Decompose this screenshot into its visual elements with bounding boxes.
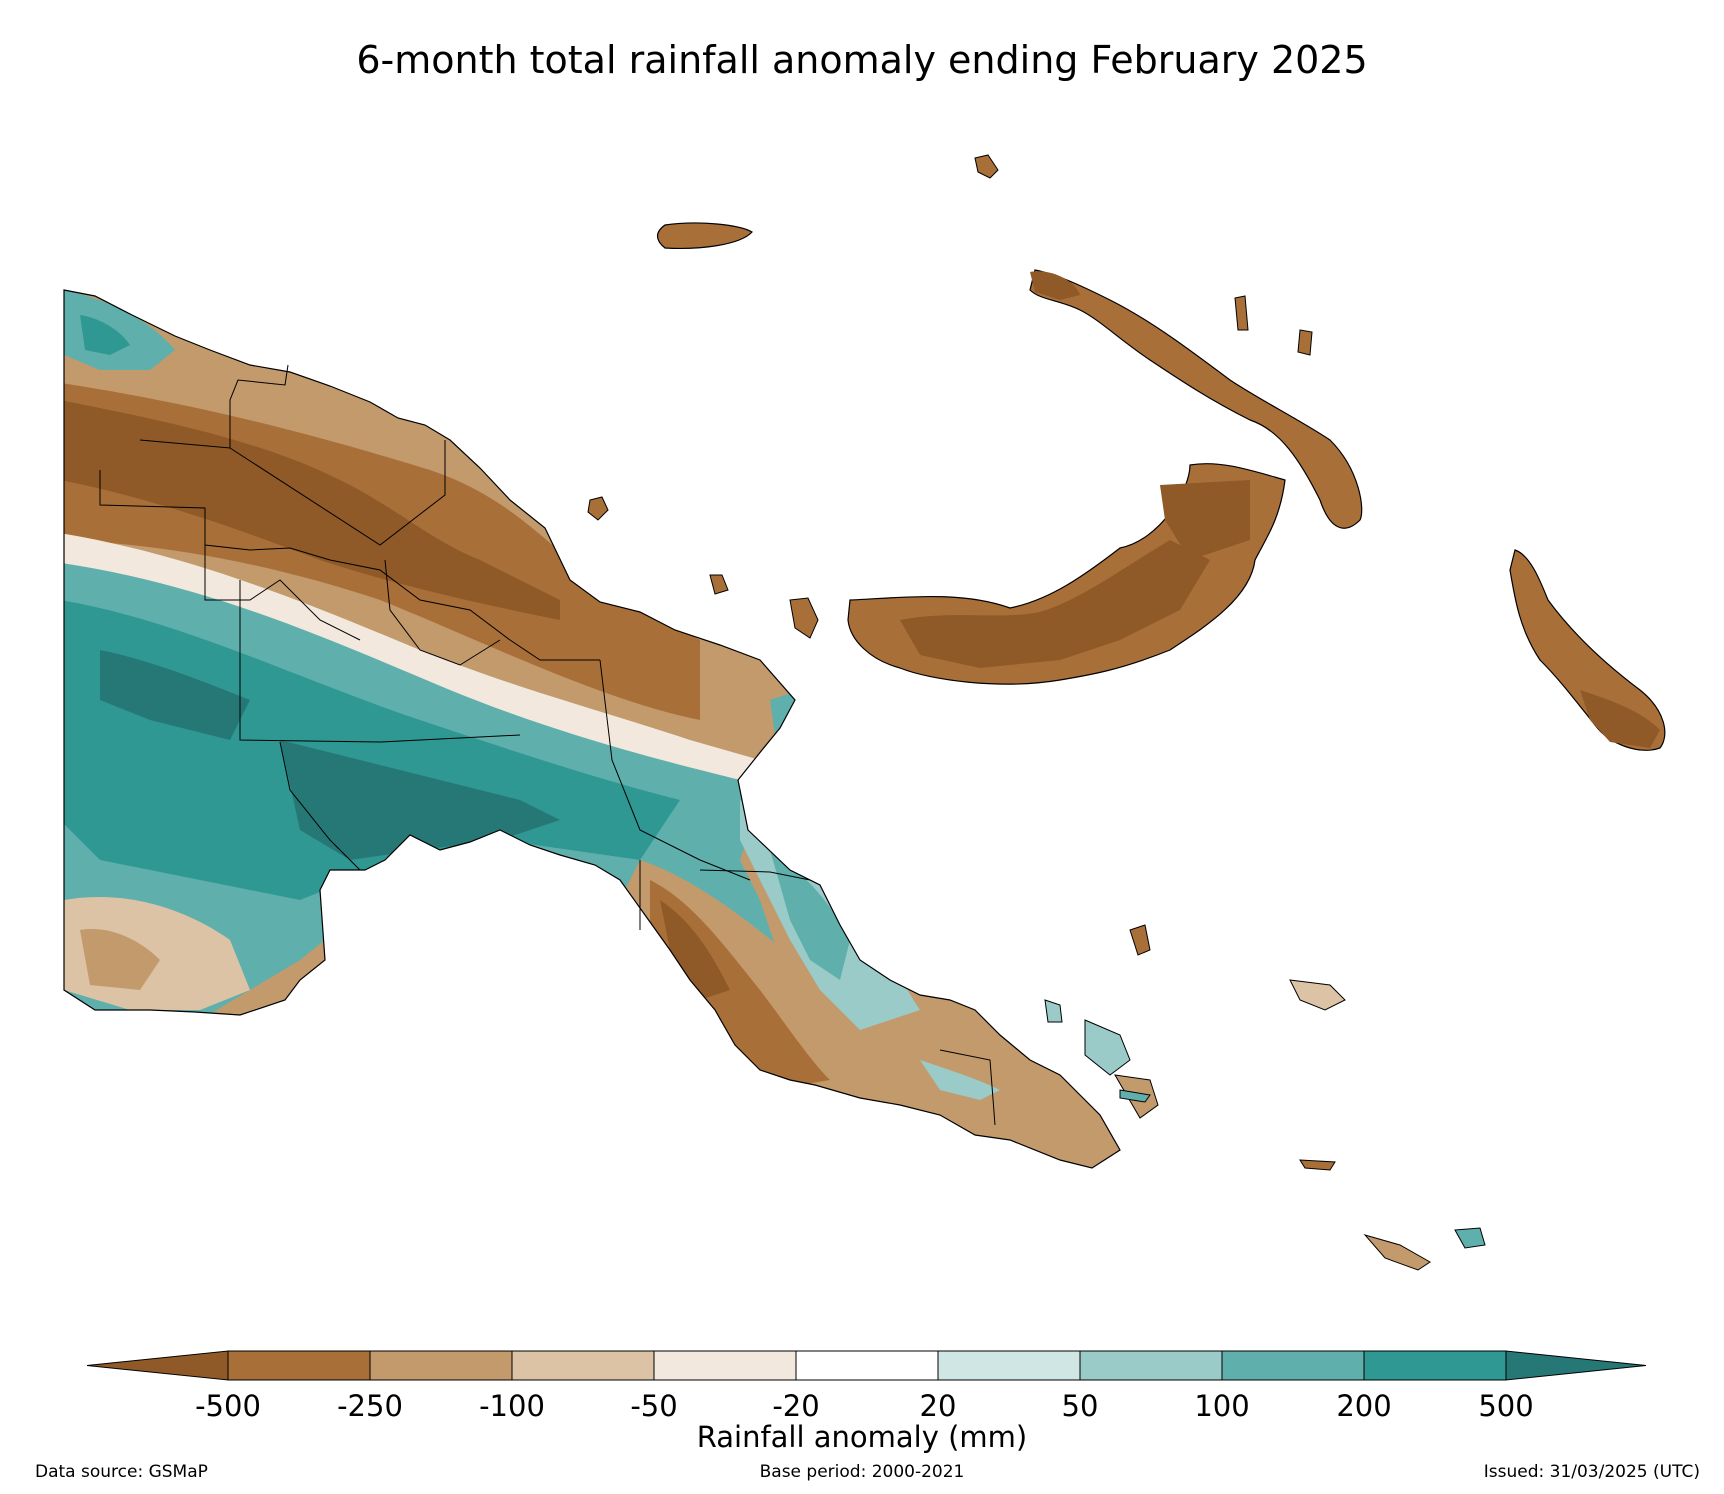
- map-title: 6-month total rainfall anomaly ending Fe…: [356, 38, 1368, 82]
- data-source-note: Data source: GSMaP: [35, 1462, 208, 1482]
- colorbar-segment: [1363, 1350, 1507, 1381]
- colorbar-segment: [795, 1350, 939, 1381]
- issued-date-note: Issued: 31/03/2025 (UTC): [1483, 1462, 1700, 1482]
- small-islands: [587, 154, 1486, 1271]
- colorbar-tick-label: -20: [772, 1389, 820, 1423]
- colorbar-extend-low: [86, 1350, 229, 1381]
- colorbar-segment: [937, 1350, 1081, 1381]
- colorbar-tick-label: -50: [630, 1389, 678, 1423]
- mainland-anomaly-field: [64, 290, 1120, 1168]
- colorbar-label: Rainfall anomaly (mm): [696, 1420, 1028, 1454]
- colorbar-segment: [227, 1350, 371, 1381]
- province-borders: [99, 364, 996, 1126]
- manus-island: [656, 222, 753, 249]
- colorbar-segment: [1221, 1350, 1365, 1381]
- colorbar-segment: [653, 1350, 797, 1381]
- bougainville-island: [1509, 549, 1666, 751]
- colorbar-tick-label: 100: [1194, 1389, 1250, 1423]
- colorbar-tick-label: 200: [1336, 1389, 1392, 1423]
- colorbar-extend-high: [1505, 1350, 1647, 1381]
- colorbar-tick-label: -250: [337, 1389, 403, 1423]
- new-ireland-island: [1029, 269, 1363, 529]
- new-britain-island: [847, 463, 1286, 685]
- colorbar-tick-label: -100: [479, 1389, 545, 1423]
- base-period-note: Base period: 2000-2021: [759, 1462, 965, 1482]
- colorbar: [86, 1350, 1647, 1381]
- colorbar-segment: [369, 1350, 513, 1381]
- colorbar-tick-label: 500: [1478, 1389, 1534, 1423]
- colorbar-segment: [511, 1350, 655, 1381]
- colorbar-tick-label: 20: [919, 1389, 957, 1423]
- colorbar-tick-label: -500: [195, 1389, 261, 1423]
- colorbar-tick-label: 50: [1061, 1389, 1099, 1423]
- colorbar-segment: [1079, 1350, 1223, 1381]
